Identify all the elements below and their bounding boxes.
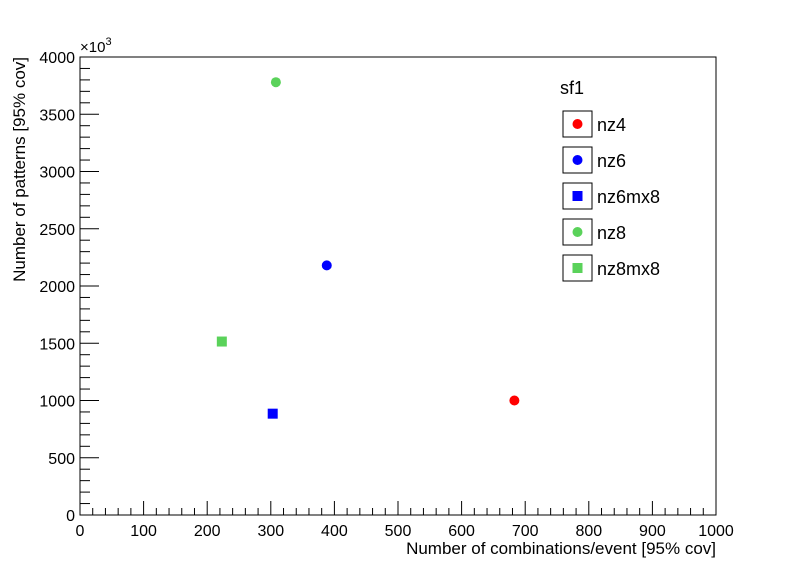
legend-label-nz6mx8: nz6mx8: [597, 187, 660, 207]
legend-marker-nz6: [572, 155, 583, 165]
x-axis: 0 100 200 300 400 500 600 700 800 900 1000: [76, 501, 734, 540]
data-point-nz8mx8: [216, 336, 227, 347]
legend-marker-box: [562, 254, 593, 282]
legend-label-nz6: nz6: [597, 151, 626, 171]
x-tick-label: 100: [130, 523, 157, 540]
data-point-nz6mx8: [267, 408, 278, 419]
legend-marker-box: [562, 110, 593, 138]
y-tick-label: 0: [66, 508, 75, 525]
y-tick-label: 1000: [39, 394, 75, 411]
y-tick-label: 2000: [39, 279, 75, 296]
legend-marker-box: [562, 146, 593, 174]
y-tick-label: 3000: [39, 165, 75, 182]
legend-marker-box: [562, 182, 593, 210]
data-point-nz4: [509, 395, 520, 406]
data-points: [216, 77, 520, 419]
legend-label-nz4: nz4: [597, 115, 626, 135]
data-point-nz8: [270, 77, 281, 88]
y-tick-label: 1500: [39, 336, 75, 353]
legend-title: sf1: [560, 78, 584, 98]
x-tick-label: 900: [639, 523, 666, 540]
x-tick-label: 400: [321, 523, 348, 540]
x-tick-label: 200: [194, 523, 221, 540]
legend-marker-nz8: [572, 227, 583, 237]
y-multiplier-label: ×103: [80, 36, 112, 56]
x-tick-label: 1000: [698, 523, 734, 540]
y-axis: 0 500 1000 1500 2000 2500 3000 3500 4000: [39, 50, 99, 525]
x-tick-label: 500: [385, 523, 412, 540]
legend-marker-nz4: [572, 119, 583, 129]
y-axis-label: Number of patterns [95% cov]: [10, 57, 29, 282]
x-tick-label: 700: [512, 523, 539, 540]
legend-marker-nz6mx8: [572, 191, 583, 201]
legend-marker-nz8mx8: [572, 263, 583, 273]
y-tick-label: 4000: [39, 50, 75, 67]
legend-label-nz8mx8: nz8mx8: [597, 259, 660, 279]
x-tick-label: 300: [257, 523, 284, 540]
y-tick-label: 3500: [39, 107, 75, 124]
y-tick-label: 2500: [39, 222, 75, 239]
data-point-nz6: [321, 260, 332, 271]
legend-label-nz8: nz8: [597, 223, 626, 243]
x-tick-label: 800: [575, 523, 602, 540]
legend-marker-box: [562, 218, 593, 246]
x-tick-label: 600: [448, 523, 475, 540]
y-multiplier-exponent: 3: [105, 36, 111, 48]
x-axis-label: Number of combinations/event [95% cov]: [406, 539, 716, 558]
y-tick-label: 500: [48, 451, 75, 468]
legend: sf1 nz4 nz6 nz6mx8 nz8 nz8mx8: [560, 78, 660, 282]
x-tick-label: 0: [76, 523, 85, 540]
